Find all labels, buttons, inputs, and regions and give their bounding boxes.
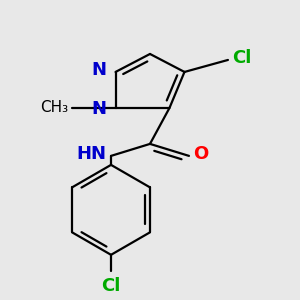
Text: N: N: [92, 100, 106, 118]
Text: O: O: [194, 146, 209, 164]
Text: N: N: [92, 61, 106, 80]
Text: CH₃: CH₃: [40, 100, 68, 116]
Text: HN: HN: [76, 146, 106, 164]
Text: Cl: Cl: [232, 50, 252, 68]
Text: Cl: Cl: [101, 277, 121, 295]
